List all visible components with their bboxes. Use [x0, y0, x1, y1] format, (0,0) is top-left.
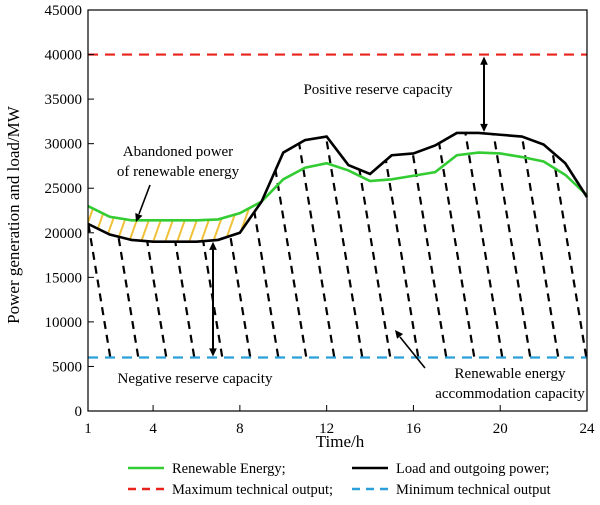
- arrow-head: [480, 56, 488, 65]
- arrow-head: [135, 213, 143, 222]
- y-tick-label: 45000: [45, 3, 83, 19]
- annotation-abandoned: of renewable energy: [117, 164, 240, 180]
- y-tick-label: 15000: [45, 270, 83, 286]
- y-tick-label: 40000: [45, 48, 83, 64]
- annotation-accommodation: accommodation capacity: [435, 386, 585, 402]
- annotation-positive: Positive reserve capacity: [303, 82, 453, 98]
- x-tick-label: 12: [319, 421, 334, 437]
- y-tick-label: 5000: [52, 359, 82, 375]
- x-tick-label: 16: [406, 421, 422, 437]
- legend-label-3: Minimum technical output: [396, 482, 551, 498]
- y-tick-label: 30000: [45, 137, 83, 153]
- accommodation-pointer-arrow: [399, 336, 426, 369]
- abandoned-pointer-arrow: [138, 184, 151, 215]
- x-tick-label: 24: [580, 421, 596, 437]
- series-line-1: [87, 131, 589, 243]
- x-tick-label: 4: [149, 421, 157, 437]
- x-tick-label: 1: [84, 421, 92, 437]
- y-tick-label: 20000: [45, 226, 83, 242]
- x-axis-label: Time/h: [316, 432, 365, 451]
- annotation-negative: Negative reserve capacity: [118, 371, 273, 387]
- arrow-head: [209, 348, 217, 357]
- hatch-line: [542, 132, 587, 358]
- legend-label-0: Renewable Energy;: [172, 461, 286, 477]
- hatch-line: [318, 132, 368, 358]
- legend: Renewable Energy; Load and outgoing power…: [128, 461, 551, 498]
- hatch-line: [290, 132, 340, 358]
- y-axis-label: Power generation and load/MW: [4, 105, 23, 324]
- hatch-line: [486, 132, 536, 358]
- hatch-line: [430, 132, 480, 358]
- plot-frame: [87, 9, 588, 412]
- hatch-line: [234, 132, 284, 358]
- hatch-line: [150, 132, 200, 358]
- y-tick-label: 35000: [45, 92, 83, 108]
- hatch-line: [514, 132, 564, 358]
- arrow-head: [480, 123, 488, 132]
- legend-label-1: Load and outgoing power;: [396, 461, 549, 477]
- abandoned-hatch: [88, 200, 288, 245]
- annotation-layer: Positive reserve capacity Abandoned power…: [117, 56, 585, 402]
- hatch-line: [374, 132, 424, 358]
- arrow-head: [395, 330, 404, 339]
- x-tick-label: 20: [493, 421, 508, 437]
- legend-label-2: Maximum technical output;: [172, 482, 333, 498]
- series-layer: [87, 53, 589, 359]
- hatch-line: [570, 132, 587, 358]
- series-line-0: [87, 151, 588, 222]
- hatch-line: [346, 132, 396, 358]
- hatch-line-abandoned: [259, 201, 262, 242]
- annotation-abandoned: Abandoned power: [123, 144, 233, 160]
- y-tick-label: 25000: [45, 181, 83, 197]
- hatch-line-abandoned: [103, 201, 121, 242]
- x-tick-label: 8: [236, 421, 244, 437]
- annotation-accommodation: Renewable energy: [455, 366, 566, 382]
- arrow-head: [209, 241, 217, 250]
- y-axis-ticks: 0 5000 10000 15000 20000 25000 30000 35000 40000…: [45, 3, 94, 420]
- y-tick-label: 10000: [45, 315, 83, 331]
- hatch-line-abandoned: [272, 200, 288, 245]
- x-axis-ticks: 1 4 8 12 16 20 24: [84, 405, 595, 437]
- y-tick-label: 0: [75, 404, 83, 420]
- hatch-line-abandoned: [91, 201, 109, 242]
- hatch-line: [88, 132, 116, 358]
- hatch-line: [458, 132, 508, 358]
